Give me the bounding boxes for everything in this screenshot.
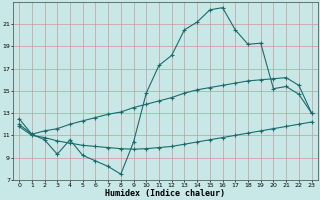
X-axis label: Humidex (Indice chaleur): Humidex (Indice chaleur) (105, 189, 225, 198)
